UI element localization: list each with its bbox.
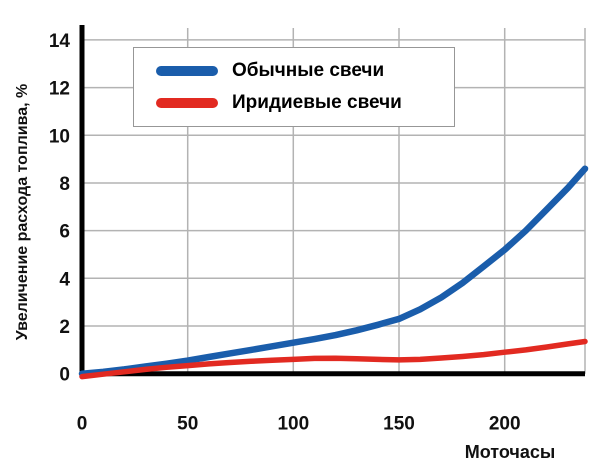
legend-item: Иридиевые свечи <box>156 92 448 114</box>
x-tick-label: 200 <box>489 414 521 435</box>
x-tick-label: 150 <box>383 414 415 435</box>
y-tick-label: 10 <box>49 126 70 147</box>
y-tick-label: 0 <box>59 365 70 386</box>
y-tick-label: 12 <box>49 79 70 100</box>
y-tick-label: 14 <box>49 31 71 52</box>
x-tick-label: 100 <box>277 414 309 435</box>
y-tick-label: 8 <box>59 174 70 195</box>
x-tick-label: 50 <box>177 414 198 435</box>
x-axis-title: Моточасы <box>464 442 556 462</box>
y-tick-label: 4 <box>59 269 70 290</box>
legend-label-iridium-plugs: Иридиевые свечи <box>232 92 402 113</box>
x-tick-label: 0 <box>77 414 88 435</box>
legend-label-regular-plugs: Обычные свечи <box>232 60 385 81</box>
y-tick-label: 6 <box>59 222 70 243</box>
legend-swatch-regular-plugs <box>156 66 218 76</box>
series-line-1 <box>79 338 588 380</box>
legend-swatch-iridium-plugs <box>156 98 218 108</box>
y-axis-title: Увеличение расхода топлива, % <box>14 83 31 341</box>
series-line-0 <box>78 165 589 377</box>
legend-item: Обычные свечи <box>156 60 448 82</box>
legend: Обычные свечи Иридиевые свечи <box>133 47 455 127</box>
y-tick-label: 2 <box>59 317 70 338</box>
